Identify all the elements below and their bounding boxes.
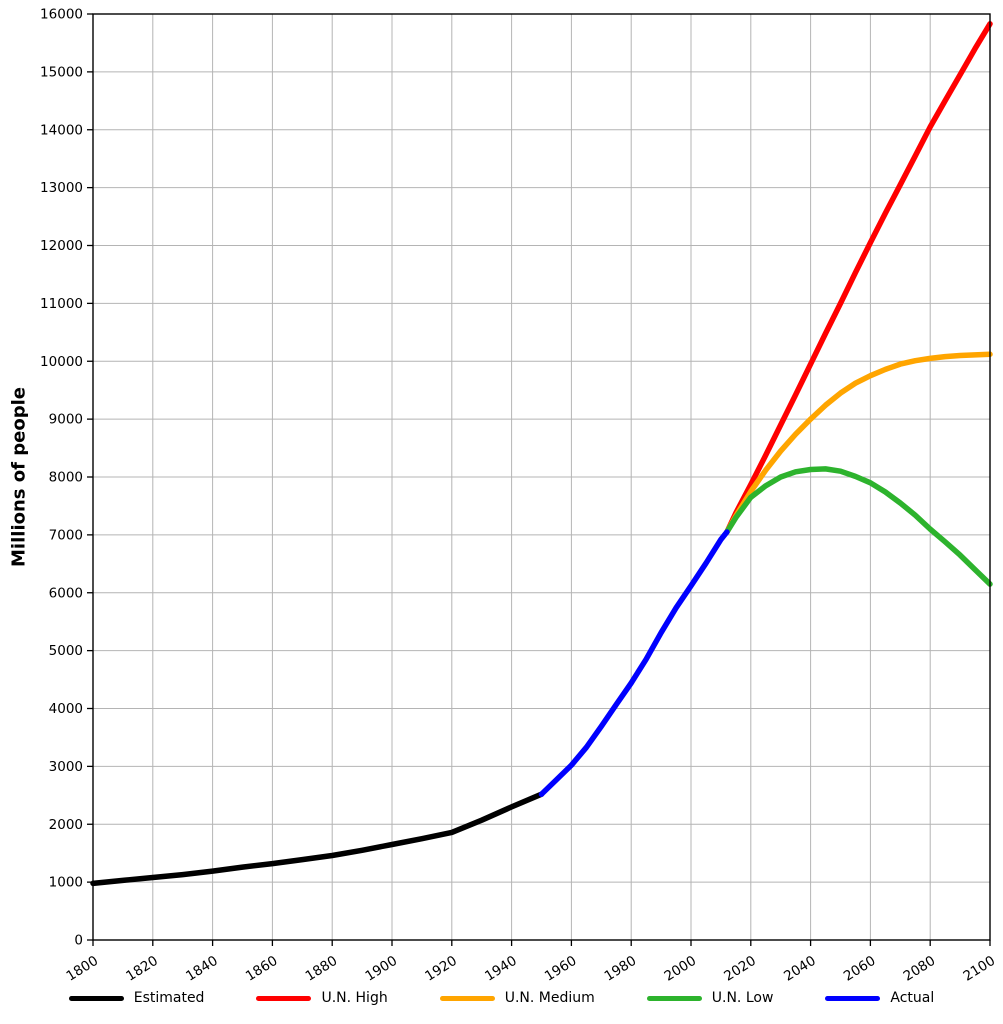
y-tick-label: 10000 xyxy=(40,354,83,370)
legend-label-4: Actual xyxy=(890,990,935,1006)
legend-label-3: U.N. Low xyxy=(711,990,774,1006)
legend-label-1: U.N. High xyxy=(321,990,388,1006)
x-tick-label: 2000 xyxy=(662,953,700,985)
y-tick-label: 6000 xyxy=(49,585,83,601)
legend-swatch-3 xyxy=(646,995,702,1001)
y-tick-label: 11000 xyxy=(40,296,83,312)
y-tick-label: 4000 xyxy=(49,701,83,717)
y-tick-label: 5000 xyxy=(49,643,83,659)
y-tick-label: 9000 xyxy=(49,412,83,428)
x-tick-label: 1880 xyxy=(303,953,341,985)
y-tick-label: 14000 xyxy=(40,122,83,138)
x-tick-label: 1820 xyxy=(123,953,161,985)
series-line-2 xyxy=(724,351,993,535)
series-line-1 xyxy=(724,21,993,535)
plot-border xyxy=(92,13,991,941)
legend-item-2: U.N. Medium xyxy=(439,990,595,1006)
series-line-4 xyxy=(538,529,730,797)
y-tick-label: 12000 xyxy=(40,238,83,254)
x-tick-label: 2080 xyxy=(901,953,939,985)
y-tick-label: 15000 xyxy=(40,64,83,80)
x-tick-label: 1920 xyxy=(422,953,460,985)
legend-swatch-0 xyxy=(68,995,124,1001)
legend-label-2: U.N. Medium xyxy=(504,990,595,1006)
y-tick-label: 8000 xyxy=(49,470,83,486)
chart-legend: Estimated U.N. High U.N. Medium U.N. Low Act… xyxy=(0,990,1003,1006)
legend-item-4: Actual xyxy=(825,990,934,1006)
x-tick-label: 1800 xyxy=(64,953,102,985)
x-tick-label: 1980 xyxy=(602,953,640,985)
x-tick-label: 1840 xyxy=(183,953,221,985)
x-tick-label: 1960 xyxy=(542,953,580,985)
series-line-0 xyxy=(90,791,545,887)
legend-label-0: Estimated xyxy=(133,990,205,1006)
y-axis-label: Millions of people xyxy=(8,387,30,567)
legend-swatch-1 xyxy=(256,995,312,1001)
y-tick-label: 3000 xyxy=(49,759,83,775)
legend-swatch-2 xyxy=(439,995,495,1001)
legend-swatch-4 xyxy=(825,995,881,1001)
legend-item-3: U.N. Low xyxy=(646,990,774,1006)
x-tick-label: 1860 xyxy=(243,953,281,985)
legend-item-1: U.N. High xyxy=(256,990,388,1006)
x-tick-label: 2100 xyxy=(961,953,999,985)
x-tick-label: 2060 xyxy=(841,953,879,985)
y-tick-label: 2000 xyxy=(49,817,83,833)
y-tick-label: 16000 xyxy=(40,7,83,23)
series-line-3 xyxy=(724,466,993,587)
y-tick-label: 7000 xyxy=(49,527,83,543)
x-tick-label: 2040 xyxy=(781,953,819,985)
x-tick-label: 2020 xyxy=(721,953,759,985)
y-tick-label: 0 xyxy=(74,933,83,949)
y-tick-label: 1000 xyxy=(49,875,83,891)
y-tick-label: 13000 xyxy=(40,180,83,196)
legend-item-0: Estimated xyxy=(68,990,205,1006)
x-tick-label: 1900 xyxy=(363,953,401,985)
x-tick-label: 1940 xyxy=(482,953,520,985)
